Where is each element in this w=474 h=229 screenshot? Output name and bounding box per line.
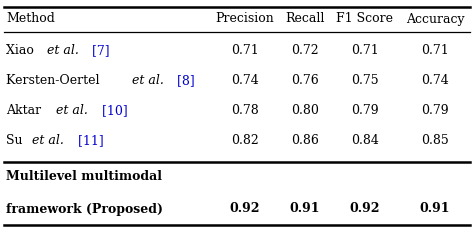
Text: et al.: et al. (47, 44, 79, 57)
Text: 0.91: 0.91 (290, 202, 320, 215)
Text: 0.91: 0.91 (420, 202, 450, 215)
Text: 0.84: 0.84 (351, 134, 379, 147)
Text: framework (Proposed): framework (Proposed) (6, 202, 163, 215)
Text: 0.75: 0.75 (351, 74, 379, 87)
Text: 0.82: 0.82 (231, 134, 259, 147)
Text: Accuracy: Accuracy (406, 13, 465, 25)
Text: F1 Score: F1 Score (337, 13, 393, 25)
Text: Recall: Recall (285, 13, 325, 25)
Text: Xiao: Xiao (6, 44, 38, 57)
Text: 0.86: 0.86 (291, 134, 319, 147)
Text: Precision: Precision (216, 13, 274, 25)
Text: [8]: [8] (173, 74, 195, 87)
Text: Kersten-Oertel: Kersten-Oertel (6, 74, 103, 87)
Text: 0.79: 0.79 (351, 104, 379, 117)
Text: 0.80: 0.80 (291, 104, 319, 117)
Text: Aktar: Aktar (6, 104, 45, 117)
Text: et al.: et al. (56, 104, 88, 117)
Text: 0.71: 0.71 (421, 44, 449, 57)
Text: et al.: et al. (132, 74, 164, 87)
Text: [10]: [10] (98, 104, 128, 117)
Text: 0.74: 0.74 (231, 74, 259, 87)
Text: Su: Su (6, 134, 27, 147)
Text: 0.92: 0.92 (230, 202, 260, 215)
Text: 0.71: 0.71 (351, 44, 379, 57)
Text: 0.76: 0.76 (291, 74, 319, 87)
Text: Multilevel multimodal: Multilevel multimodal (6, 171, 162, 183)
Text: [7]: [7] (88, 44, 110, 57)
Text: Method: Method (6, 13, 55, 25)
Text: 0.78: 0.78 (231, 104, 259, 117)
Text: 0.85: 0.85 (421, 134, 449, 147)
Text: 0.92: 0.92 (350, 202, 380, 215)
Text: 0.72: 0.72 (291, 44, 319, 57)
Text: 0.71: 0.71 (231, 44, 259, 57)
Text: et al.: et al. (32, 134, 64, 147)
Text: [11]: [11] (73, 134, 103, 147)
Text: 0.74: 0.74 (421, 74, 449, 87)
Text: 0.79: 0.79 (421, 104, 449, 117)
